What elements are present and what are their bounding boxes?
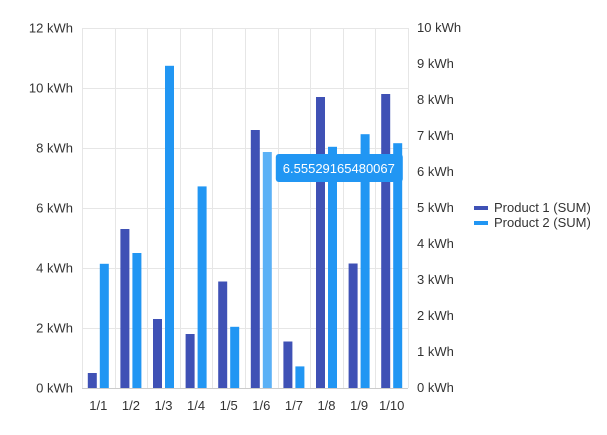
bar-series-1-1-8[interactable] (316, 97, 325, 388)
bar-series-2-1-1[interactable] (99, 263, 109, 388)
legend: Product 1 (SUM)Product 2 (SUM) (474, 200, 591, 230)
right-axis-tick-label: 6 kWh (417, 164, 454, 179)
x-axis-tick-label: 1/9 (350, 398, 368, 413)
x-axis-tick-label: 1/7 (285, 398, 303, 413)
bar-series-2-1-6[interactable] (262, 152, 272, 388)
right-axis-tick-label: 2 kWh (417, 308, 454, 323)
tooltip: 6.55529165480067 (275, 154, 403, 183)
legend-label[interactable]: Product 2 (SUM) (494, 215, 591, 230)
bar-series-2-1-8[interactable] (328, 146, 337, 388)
right-axis-tick-label: 9 kWh (417, 56, 454, 71)
right-axis-tick-label: 10 kWh (417, 20, 461, 35)
bar-series-2-1-3[interactable] (165, 65, 174, 389)
x-axis-tick-label: 1/6 (252, 398, 270, 413)
right-axis-tick-label: 0 kWh (417, 380, 454, 395)
bar-series-1-1-10[interactable] (381, 94, 391, 388)
bar-series-1-1-4[interactable] (185, 334, 195, 388)
left-axis-tick-label: 12 kWh (29, 21, 73, 36)
x-axis-tick-label: 1/4 (187, 398, 205, 413)
left-axis-tick-label: 6 kWh (36, 201, 73, 216)
x-axis-tick-label: 1/2 (122, 398, 140, 413)
bar-series-2-1-9[interactable] (360, 134, 370, 388)
bar-series-1-1-3[interactable] (153, 319, 162, 388)
bar-series-2-1-2[interactable] (132, 253, 142, 388)
right-axis-tick-label: 3 kWh (417, 272, 454, 287)
right-axis-tick-label: 1 kWh (417, 344, 454, 359)
left-axis-tick-label: 2 kWh (36, 321, 73, 336)
bars-layer (87, 65, 403, 389)
bar-series-1-1-9[interactable] (348, 263, 358, 389)
right-axis-tick-label: 5 kWh (417, 200, 454, 215)
x-axis-tick-label: 1/3 (154, 398, 172, 413)
left-axis-tick-label: 0 kWh (36, 381, 73, 396)
bar-series-1-1-6[interactable] (250, 130, 260, 388)
bar-series-1-1-2[interactable] (120, 229, 130, 388)
right-axis-tick-label: 7 kWh (417, 128, 454, 143)
bar-series-1-1-5[interactable] (218, 281, 228, 389)
right-axis-tick-label: 4 kWh (417, 236, 454, 251)
tooltip-box (275, 154, 403, 183)
x-axis-tick-label: 1/1 (89, 398, 107, 413)
legend-swatch[interactable] (474, 206, 488, 210)
bar-series-1-1-1[interactable] (87, 373, 97, 388)
legend-swatch[interactable] (474, 221, 488, 225)
left-axis-tick-label: 8 kWh (36, 141, 73, 156)
bar-series-2-1-10[interactable] (393, 143, 403, 388)
x-axis-tick-label: 1/10 (379, 398, 404, 413)
bar-series-2-1-7[interactable] (295, 366, 305, 388)
x-axis-tick-label: 1/5 (220, 398, 238, 413)
bar-series-2-1-5[interactable] (230, 326, 240, 388)
left-axis-tick-label: 10 kWh (29, 81, 73, 96)
grid-layer (82, 28, 409, 389)
tooltip-text: 6.55529165480067 (283, 161, 395, 176)
left-axis-tick-label: 4 kWh (36, 261, 73, 276)
x-axis-tick-label: 1/8 (317, 398, 335, 413)
bar-series-2-1-4[interactable] (197, 186, 207, 388)
bar-series-1-1-7[interactable] (283, 341, 293, 389)
axes-layer: 0 kWh 2 kWh 4 kWh 6 kWh 8 kWh 10 kWh 12 kWh 0 k… (29, 20, 461, 413)
right-axis-tick-label: 8 kWh (417, 92, 454, 107)
legend-label[interactable]: Product 1 (SUM) (494, 200, 591, 215)
